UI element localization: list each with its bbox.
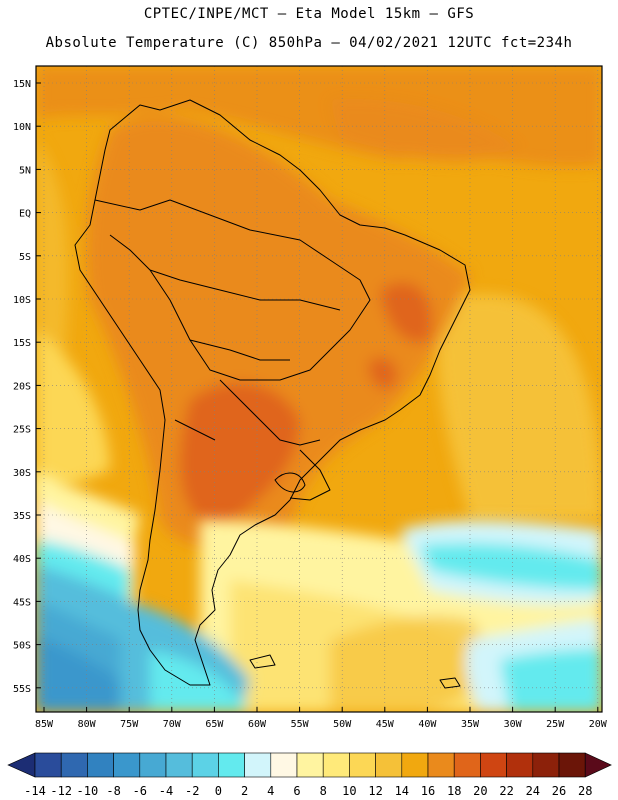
latitude-labels: 15N 10N 5N EQ 5S 10S 15S 20S 25S 30S 35S 40S 45S 50S 5… [13,79,41,695]
lon-label: 25W [546,719,565,730]
lat-label: 55S [13,684,31,695]
lon-label: 35W [461,719,480,730]
colorbar-tick-label: 16 [421,784,435,798]
colorbar-swatch [270,752,298,778]
colorbar-tick-label: -6 [133,784,147,798]
colorbar-tick-label: 14 [395,784,409,798]
lat-label: 50S [13,641,31,652]
lat-label: 30S [13,468,31,479]
lat-label: 10S [13,295,31,306]
lon-label: 65W [205,719,224,730]
colorbar-swatch [427,752,455,778]
colorbar-swatch [453,752,481,778]
lat-label: 20S [13,381,31,392]
lat-label: 5S [19,252,31,263]
lon-label: 55W [291,719,310,730]
colorbar-swatch [506,752,534,778]
lat-label: 35S [13,511,31,522]
colorbar-tick-label: 22 [499,784,513,798]
colorbar-tick-label: -2 [185,784,199,798]
lat-label: EQ [19,209,31,220]
temperature-field [36,66,602,712]
lat-label: 15N [13,79,31,90]
colorbar-swatch [322,752,350,778]
lon-label: 75W [120,719,139,730]
colorbar-ticks: -14 -12 -10 -8 -6 -4 -2 0 2 4 6 8 10 12 14 16 18 20 22 24 26… [24,784,592,798]
lat-label: 15S [13,338,31,349]
colorbar-swatch [60,752,88,778]
colorbar-tick-label: -12 [50,784,72,798]
map-frame [35,65,603,713]
lat-label: 40S [13,554,31,565]
colorbar-tick-label: -4 [159,784,173,798]
colorbar-swatch [532,752,560,778]
colorbar-swatch [558,752,586,778]
colorbar-swatch [113,752,141,778]
colorbar-swatch [401,752,429,778]
colorbar-tick-label: -14 [24,784,46,798]
lon-label: 40W [418,719,437,730]
colorbar-tick-label: -8 [106,784,120,798]
lon-label: 60W [248,719,267,730]
colorbar-tick-label: 6 [293,784,300,798]
colorbar-tick-label: 2 [241,784,248,798]
lat-label: 45S [13,597,31,608]
coastline [74,99,471,689]
colorbar-swatch [244,752,272,778]
colorbar-tick-label: -10 [77,784,99,798]
lon-label: 85W [35,719,54,730]
colorbar-tick-label: 26 [552,784,566,798]
colorbar-low-arrow [7,752,36,778]
colorbar-swatch [296,752,324,778]
lat-label: 10N [13,122,31,133]
longitude-labels: 85W 80W 75W 70W 65W 60W 55W 50W 45W 40W 35W 30W 25W 2… [35,707,608,730]
lon-label: 70W [163,719,182,730]
colorbar-swatch [165,752,193,778]
colorbar-swatch [349,752,376,778]
lon-label: 45W [376,719,395,730]
colorbar-swatch [34,752,62,778]
colorbar-swatch [480,752,507,778]
colorbar-tick-label: 8 [320,784,327,798]
chart-title-model: CPTEC/INPE/MCT – Eta Model 15km – GFS [143,6,475,22]
lat-label: 25S [13,425,31,436]
lat-label: 5N [19,165,31,176]
colorbar-tick-label: 28 [578,784,592,798]
colorbar-tick-label: 4 [267,784,274,798]
colorbar-tick-label: 24 [526,784,540,798]
colorbar-tick-label: 0 [215,784,222,798]
colorbar-swatch [139,752,167,778]
colorbar-swatch [87,752,114,778]
chart-title-variable: Absolute Temperature (C) 850hPa – 04/02/… [45,35,573,51]
colorbar-high-arrow [584,752,612,778]
colorbar-tick-label: 20 [473,784,487,798]
colorbar-tick-label: 12 [368,784,382,798]
colorbar-tick-label: 18 [447,784,461,798]
lon-label: 80W [78,719,97,730]
colorbar-swatch [218,752,245,778]
colorbar-tick-label: 10 [342,784,356,798]
colorbar-swatch [375,752,403,778]
lon-label: 50W [333,719,352,730]
colorbar-swatch [191,752,219,778]
lon-label: 30W [504,719,523,730]
lon-label: 20W [589,719,608,730]
